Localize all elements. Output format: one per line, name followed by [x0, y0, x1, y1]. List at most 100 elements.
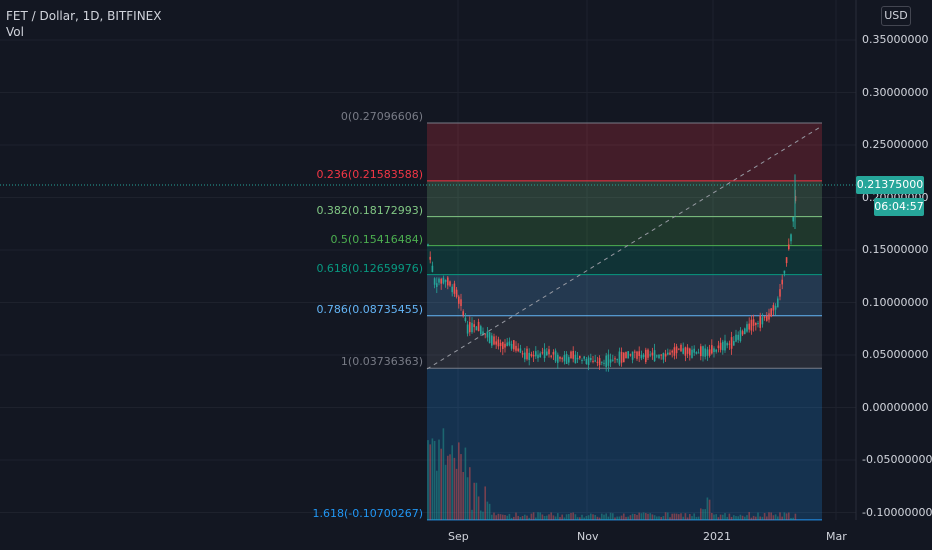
volume-bar — [783, 512, 786, 520]
volume-bar — [792, 517, 794, 520]
candle-body — [464, 317, 467, 321]
candle-body — [550, 355, 552, 357]
volume-bar — [605, 513, 607, 520]
volume-bar — [504, 514, 506, 520]
candlestick-series — [427, 174, 797, 372]
volume-bar — [770, 512, 772, 520]
candle-body — [513, 340, 515, 350]
candle-body — [647, 349, 649, 358]
candle-body — [629, 354, 632, 356]
candle-body — [469, 322, 471, 333]
volume-bar — [598, 517, 601, 520]
symbol-title[interactable]: FET / Dollar, 1D, BITFINEX — [6, 9, 162, 23]
volume-bar — [546, 515, 548, 520]
fib-zone — [427, 245, 822, 275]
candle-body — [660, 354, 662, 356]
candle-body — [546, 351, 548, 356]
price-axis-label: -0.10000000 — [862, 505, 932, 519]
candle-body — [449, 281, 451, 286]
time-axis-label: 2021 — [703, 530, 731, 543]
candle-body — [638, 351, 640, 356]
volume-bar — [561, 514, 563, 520]
fib-level-label: 1.618(-0.10700267) — [312, 506, 423, 520]
volume-bar — [535, 517, 537, 520]
candle-body — [649, 354, 651, 356]
volume-bar — [684, 513, 687, 520]
currency-button[interactable]: USD — [881, 6, 911, 26]
volume-bar — [568, 513, 570, 520]
volume-bar — [662, 516, 665, 520]
volume-bar — [596, 516, 599, 520]
candle-body — [717, 345, 720, 349]
volume-bar — [631, 513, 634, 520]
candle-body — [491, 335, 493, 346]
price-axis-label: 0.10000000 — [862, 295, 929, 309]
volume-bar — [574, 514, 577, 520]
candle-body — [653, 350, 656, 362]
volume-bar — [506, 515, 508, 520]
candle-body — [627, 351, 629, 359]
candle-body — [697, 352, 700, 354]
candle-body — [730, 337, 733, 349]
candle-body — [761, 317, 764, 325]
volume-bar — [482, 511, 484, 520]
volume-bar — [741, 515, 744, 520]
volume-bar — [530, 513, 533, 520]
candle-body — [737, 334, 739, 340]
candle-body — [651, 352, 654, 356]
volume-bar — [513, 516, 515, 520]
volume-bar — [508, 513, 511, 520]
volume-bar — [781, 516, 783, 520]
volume-bar — [651, 514, 654, 520]
candle-body — [447, 277, 449, 286]
volume-bar — [532, 512, 535, 520]
volume-bar — [704, 509, 706, 520]
volume-bar — [702, 509, 704, 520]
volume-bar — [497, 513, 500, 520]
candle-body — [524, 352, 526, 360]
fib-trend-line — [426, 125, 823, 370]
candle-body — [715, 349, 717, 352]
volume-bar — [570, 512, 572, 520]
volume-bar — [486, 501, 489, 520]
fib-level-label: 0.236(0.21583588) — [316, 167, 423, 181]
volume-bar — [565, 514, 568, 520]
volume-bar — [579, 517, 581, 520]
volume-bar — [528, 517, 530, 520]
volume-bar — [746, 515, 748, 520]
candle-body — [482, 331, 484, 336]
volume-bar — [440, 448, 442, 520]
candle-body — [561, 358, 563, 360]
candle-body — [739, 330, 742, 342]
volume-bar — [636, 514, 638, 520]
volume-bar — [730, 516, 733, 520]
candle-body — [601, 361, 603, 363]
candle-body — [662, 353, 665, 360]
volume-bar — [726, 516, 728, 520]
volume-bar — [689, 513, 691, 520]
volume-bar — [433, 440, 436, 520]
time-axis-label: Mar — [826, 530, 847, 543]
volume-bar — [647, 513, 649, 520]
volume-bar — [592, 514, 594, 520]
candle-body — [700, 346, 702, 357]
volume-bar — [737, 516, 739, 520]
candle-body — [521, 353, 524, 355]
candle-body — [645, 349, 647, 363]
candle-body — [466, 324, 469, 334]
volume-indicator-label[interactable]: Vol — [6, 25, 24, 39]
volume-bar — [552, 515, 555, 520]
candle-body — [554, 350, 557, 362]
volume-bar — [460, 454, 462, 520]
volume-bar — [759, 516, 761, 520]
volume-bar — [634, 514, 636, 520]
fib-level-label: 0.382(0.18172993) — [316, 203, 423, 217]
bar-countdown-tag: 06:04:57 — [874, 198, 924, 216]
candle-body — [590, 357, 592, 361]
candle-body — [788, 244, 790, 250]
volume-bar — [673, 513, 676, 520]
candle-body — [790, 234, 792, 242]
candle-body — [744, 328, 746, 335]
candle-body — [548, 349, 550, 355]
